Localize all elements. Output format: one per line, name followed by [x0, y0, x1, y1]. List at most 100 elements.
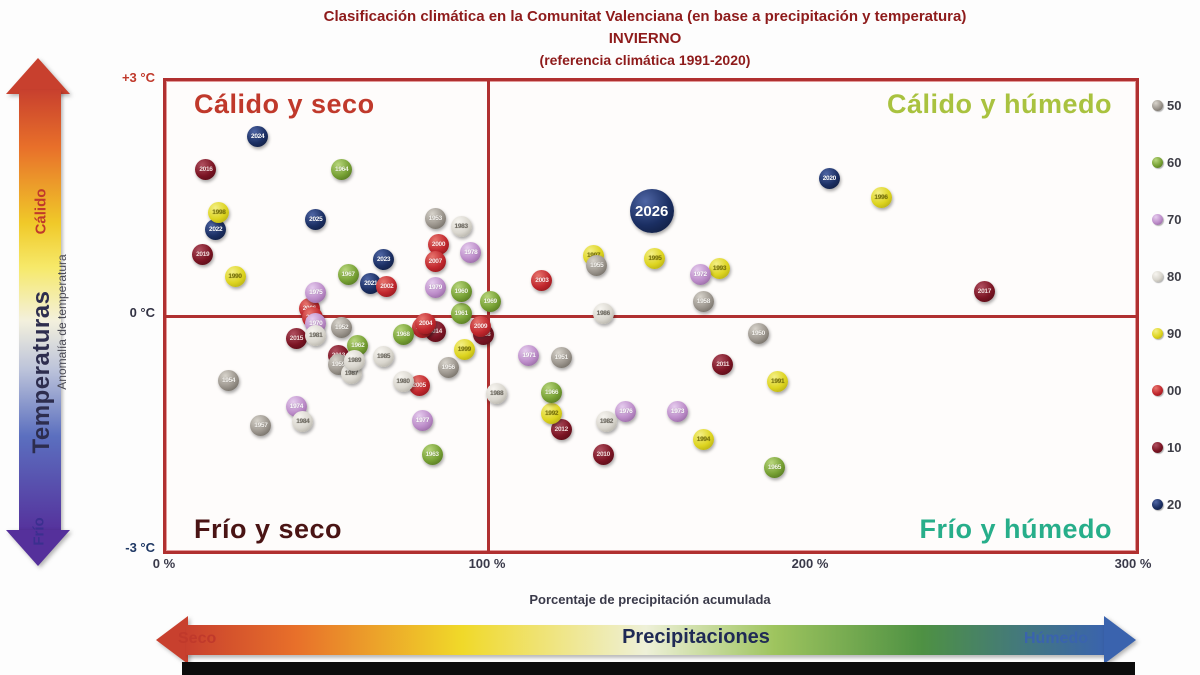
data-point-1953[interactable]: 1953 [424, 207, 446, 229]
temperature-gradient-bar [19, 90, 61, 534]
data-point-1968[interactable]: 1968 [392, 324, 414, 346]
data-point-1966[interactable]: 1966 [541, 381, 563, 403]
legend-item-00[interactable]: 00 [1152, 381, 1198, 399]
data-point-2012[interactable]: 2012 [550, 419, 572, 441]
legend-label: 10 [1167, 439, 1182, 455]
data-point-year-label: 1966 [544, 388, 559, 396]
data-point-2003[interactable]: 2003 [531, 269, 553, 291]
legend-label: 80 [1167, 268, 1182, 284]
data-point-1954[interactable]: 1954 [218, 369, 240, 391]
data-point-1996[interactable]: 1996 [870, 186, 892, 208]
data-point-2025[interactable]: 2025 [305, 209, 327, 231]
data-point-1950[interactable]: 1950 [747, 322, 769, 344]
data-point-2024[interactable]: 2024 [247, 126, 269, 148]
data-point-1982[interactable]: 1982 [596, 410, 617, 432]
data-point-year-label: 1963 [425, 451, 439, 459]
quadrant-label-cold-wet: Frío y húmedo [919, 514, 1112, 544]
data-point-1951[interactable]: 1951 [550, 347, 572, 369]
data-point-1978[interactable]: 1978 [460, 242, 482, 264]
data-point-1963[interactable]: 1963 [421, 444, 443, 466]
data-point-2020[interactable]: 2020 [818, 167, 840, 189]
legend-item-20[interactable]: 20 [1152, 495, 1198, 513]
data-point-1976[interactable]: 1976 [615, 401, 637, 423]
y-axis-title: Anomalía de temperatura [55, 254, 69, 390]
data-point-1960[interactable]: 1960 [450, 280, 472, 302]
legend-label: 00 [1167, 382, 1182, 398]
data-point-2017[interactable]: 2017 [973, 281, 995, 303]
arrow-right-icon [1104, 616, 1136, 664]
data-point-2026[interactable]: 2026 [629, 189, 674, 234]
data-point-1956[interactable]: 1956 [437, 357, 459, 379]
data-point-1992[interactable]: 1992 [541, 402, 563, 424]
data-point-2011[interactable]: 2011 [712, 354, 734, 376]
data-point-2000[interactable]: 2000 [428, 234, 450, 256]
data-point-1973[interactable]: 1973 [667, 401, 689, 423]
data-point-1994[interactable]: 1994 [692, 429, 714, 451]
data-point-1990[interactable]: 1990 [224, 265, 246, 287]
data-point-2023[interactable]: 2023 [373, 249, 395, 271]
data-point-2007[interactable]: 2007 [424, 250, 446, 272]
data-point-2010[interactable]: 2010 [592, 444, 614, 466]
data-point-year-label: 1987 [344, 369, 359, 377]
data-point-year-label: 2004 [418, 320, 433, 328]
data-point-2019[interactable]: 2019 [192, 243, 214, 265]
legend-item-70[interactable]: 70 [1152, 210, 1198, 228]
data-point-1984[interactable]: 1984 [292, 410, 314, 432]
data-point-1969[interactable]: 1969 [479, 290, 501, 312]
data-point-year-label: 2022 [209, 226, 223, 234]
data-point-1972[interactable]: 1972 [689, 264, 711, 286]
cold-label: Frío [30, 517, 48, 546]
data-point-year-label: 1957 [254, 422, 268, 430]
data-point-1964[interactable]: 1964 [331, 159, 353, 181]
data-point-2002[interactable]: 2002 [376, 275, 398, 297]
data-point-1981[interactable]: 1981 [305, 325, 327, 347]
data-point-1957[interactable]: 1957 [250, 415, 272, 437]
data-point-1965[interactable]: 1965 [763, 456, 785, 478]
data-point-1952[interactable]: 1952 [331, 317, 353, 339]
data-point-1967[interactable]: 1967 [337, 264, 359, 286]
data-point-1988[interactable]: 1988 [486, 383, 508, 405]
legend-item-60[interactable]: 60 [1152, 153, 1198, 171]
legend-item-90[interactable]: 90 [1152, 324, 1198, 342]
data-point-1998[interactable]: 1998 [208, 202, 230, 224]
legend-item-50[interactable]: 50 [1152, 96, 1198, 114]
data-point-1999[interactable]: 1999 [453, 339, 475, 361]
data-point-year-label: 1951 [554, 354, 569, 362]
decade-legend: 50 60 70 80 90 00 10 20 [1152, 96, 1198, 552]
data-point-1995[interactable]: 1995 [644, 247, 666, 269]
data-point-1961[interactable]: 1961 [450, 302, 472, 324]
data-point-year-label: 2003 [535, 276, 549, 284]
data-point-year-label: 2014 [428, 328, 443, 336]
data-point-2016[interactable]: 2016 [195, 159, 217, 181]
data-point-1993[interactable]: 1993 [709, 257, 731, 279]
legend-item-80[interactable]: 80 [1152, 267, 1198, 285]
quadrant-label-cold-dry: Frío y seco [194, 514, 343, 544]
data-point-1979[interactable]: 1979 [424, 277, 446, 299]
data-point-2005[interactable]: 2005 [408, 374, 430, 396]
data-point-2015[interactable]: 2015 [285, 327, 307, 349]
data-point-1991[interactable]: 1991 [767, 370, 789, 392]
data-point-year-label: 2015 [289, 334, 304, 342]
data-point-year-label: 1990 [228, 272, 242, 280]
legend-item-10[interactable]: 10 [1152, 438, 1198, 456]
x-tick-0: 0 % [152, 556, 176, 571]
data-point-1986[interactable]: 1986 [592, 302, 614, 324]
warm-label: Cálido [32, 188, 50, 235]
data-point-year-label: 1996 [874, 193, 888, 201]
quadrant-label-warm-dry: Cálido y seco [194, 89, 375, 119]
data-point-year-label: 1983 [454, 223, 469, 231]
data-point-1985[interactable]: 1985 [373, 345, 395, 367]
data-point-2009[interactable]: 2009 [470, 315, 492, 337]
data-point-1971[interactable]: 1971 [518, 344, 540, 366]
data-point-1977[interactable]: 1977 [411, 409, 433, 431]
data-point-2021[interactable]: 2021 [360, 272, 382, 294]
data-point-1983[interactable]: 1983 [450, 216, 472, 238]
data-point-2022[interactable]: 2022 [205, 219, 227, 241]
data-point-1989[interactable]: 1989 [344, 350, 366, 372]
data-point-2004[interactable]: 2004 [415, 313, 437, 335]
data-point-1975[interactable]: 1975 [305, 282, 327, 304]
data-point-1958[interactable]: 1958 [692, 290, 714, 312]
data-point-1955[interactable]: 1955 [586, 254, 608, 276]
data-point-year-label: 1958 [696, 297, 711, 305]
data-point-1980[interactable]: 1980 [392, 370, 414, 392]
